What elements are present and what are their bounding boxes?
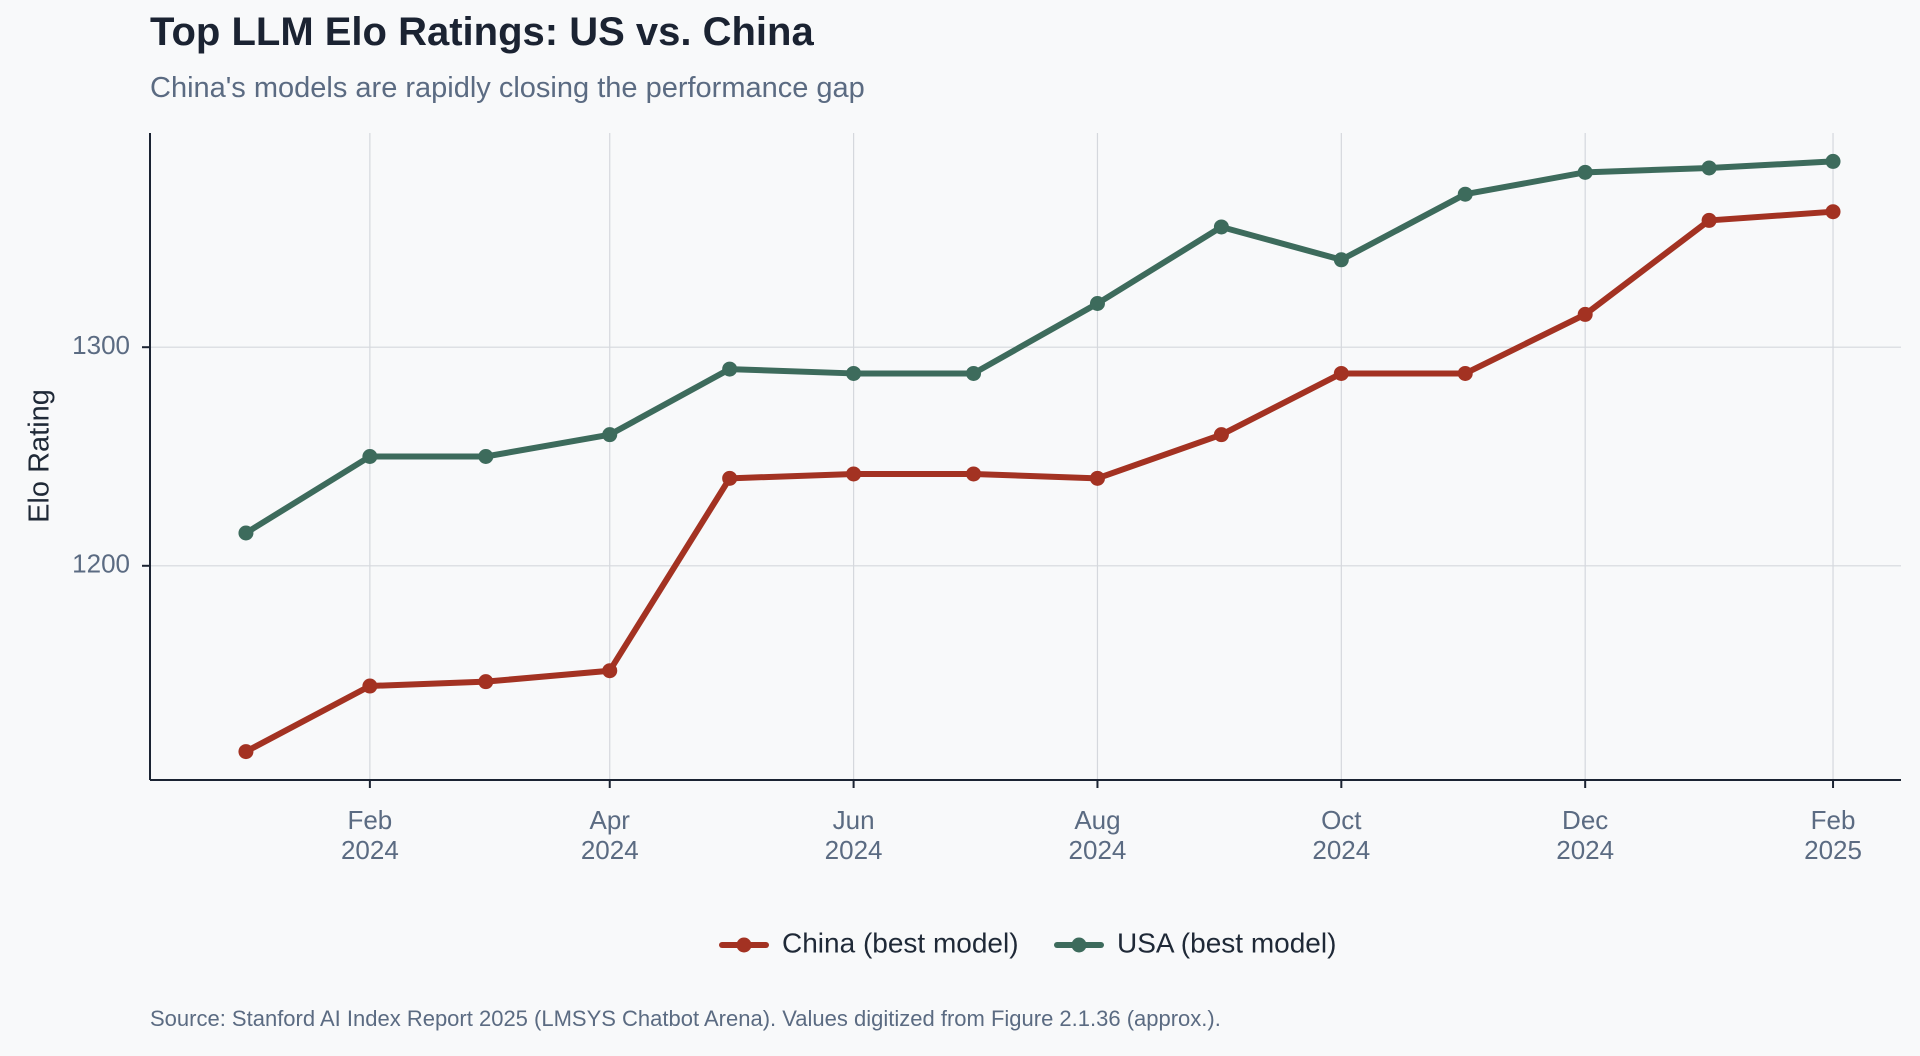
data-point xyxy=(1825,204,1841,220)
x-tick-label-month: Apr xyxy=(590,805,631,835)
source-note: Source: Stanford AI Index Report 2025 (L… xyxy=(150,1006,1221,1031)
data-point xyxy=(1577,164,1593,180)
x-tick-label-month: Jun xyxy=(833,805,875,835)
legend-label: China (best model) xyxy=(782,927,1019,958)
data-point xyxy=(1333,365,1349,381)
legend-swatch-marker xyxy=(1071,937,1087,953)
x-tick-label-month: Feb xyxy=(347,805,392,835)
data-point xyxy=(478,674,494,690)
y-tick-label: 1300 xyxy=(72,330,130,360)
data-point xyxy=(846,466,862,482)
legend-item-usa: USA (best model) xyxy=(1054,927,1336,958)
legend-label: USA (best model) xyxy=(1117,927,1336,958)
series-line xyxy=(242,158,1837,537)
data-point xyxy=(602,427,618,443)
data-point xyxy=(1701,160,1717,176)
legend-swatch-marker xyxy=(736,937,752,953)
data-point xyxy=(966,466,982,482)
data-point xyxy=(238,525,254,541)
x-tick-label-month: Feb xyxy=(1811,805,1856,835)
data-point xyxy=(1457,186,1473,202)
data-point xyxy=(362,678,378,694)
series-line xyxy=(242,208,1837,755)
x-tick-label-year: 2024 xyxy=(1312,835,1370,865)
data-point xyxy=(478,449,494,464)
x-tick-label-year: 2024 xyxy=(1556,835,1614,865)
data-point xyxy=(722,361,738,377)
data-point xyxy=(1333,252,1349,268)
data-point xyxy=(846,365,862,381)
data-point xyxy=(1089,295,1105,311)
series-china xyxy=(238,204,1841,760)
data-point xyxy=(1701,212,1717,228)
series-usa xyxy=(238,153,1841,541)
legend-item-china: China (best model) xyxy=(719,927,1019,958)
data-point xyxy=(1213,219,1229,235)
data-point xyxy=(1825,153,1841,169)
data-point xyxy=(238,744,254,760)
data-point xyxy=(1577,306,1593,322)
data-point xyxy=(1213,427,1229,443)
series xyxy=(238,153,1841,760)
data-point xyxy=(1457,365,1473,381)
x-tick-label-month: Dec xyxy=(1562,805,1608,835)
x-tick-label-year: 2025 xyxy=(1804,835,1862,865)
y-tick-label: 1200 xyxy=(72,549,130,579)
data-point xyxy=(602,663,618,679)
x-tick-label-month: Aug xyxy=(1074,805,1120,835)
chart-title: Top LLM Elo Ratings: US vs. China xyxy=(150,10,814,54)
data-point xyxy=(1089,470,1105,486)
x-tick-label-year: 2024 xyxy=(1069,835,1127,865)
legend: China (best model) USA (best model) xyxy=(719,927,1336,958)
data-point xyxy=(966,365,982,381)
data-point xyxy=(722,470,738,486)
y-axis-title: Elo Rating xyxy=(24,389,56,523)
axes xyxy=(149,133,1901,781)
tick-labels: Feb2024Apr2024Jun2024Aug2024Oct2024Dec20… xyxy=(72,330,1862,865)
x-tick-label-year: 2024 xyxy=(581,835,639,865)
x-tick-label-year: 2024 xyxy=(825,835,883,865)
chart-subtitle: China's models are rapidly closing the p… xyxy=(150,72,865,104)
gridlines xyxy=(150,133,1901,780)
x-tick-label-year: 2024 xyxy=(341,835,399,865)
data-point xyxy=(362,449,378,464)
x-tick-label-month: Oct xyxy=(1321,805,1362,835)
